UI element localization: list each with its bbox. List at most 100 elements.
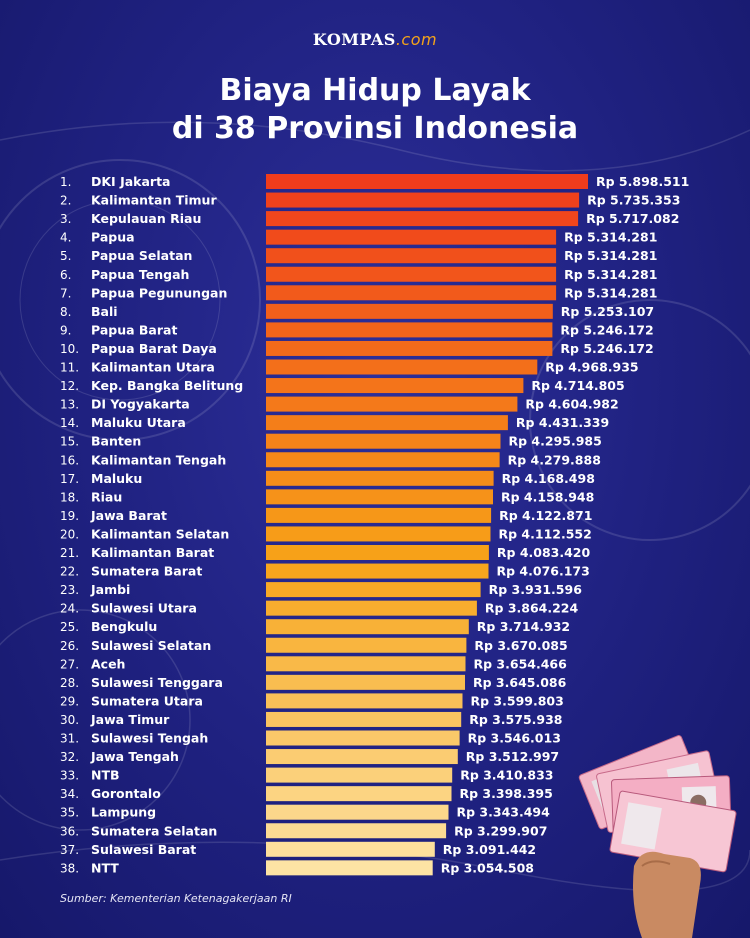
- category-label: Papua Pegunungan: [91, 285, 227, 300]
- value-label: Rp 4.083.420: [497, 545, 591, 560]
- chart-row: 26. Sulawesi Selatan Rp 3.670.085: [60, 637, 568, 653]
- chart-row: 36. Sumatera Selatan Rp 3.299.907: [60, 823, 547, 839]
- bar: [266, 303, 553, 319]
- category-label: Maluku Utara: [91, 415, 186, 430]
- rank-label: 35.: [60, 806, 79, 820]
- value-label: Rp 4.279.888: [508, 452, 601, 467]
- bar: [266, 378, 524, 394]
- chart-row: 14. Maluku Utara Rp 4.431.339: [60, 415, 609, 431]
- bar: [266, 563, 489, 579]
- bar: [266, 229, 557, 245]
- chart-row: 12. Kep. Bangka Belitung Rp 4.714.805: [60, 378, 625, 394]
- value-label: Rp 4.076.173: [497, 564, 590, 579]
- rank-label: 31.: [60, 732, 79, 746]
- bar: [266, 211, 579, 227]
- bar: [266, 823, 447, 839]
- money-hand-illustration: [578, 735, 737, 938]
- chart-row: 2. Kalimantan Timur Rp 5.735.353: [60, 192, 680, 208]
- chart-row: 21. Kalimantan Barat Rp 4.083.420: [60, 545, 591, 560]
- brand-logo: KOMPAS.com: [0, 30, 750, 49]
- chart-row: 29. Sumatera Utara Rp 3.599.803: [60, 693, 564, 709]
- bar: [266, 248, 557, 264]
- chart-row: 6. Papua Tengah Rp 5.314.281: [60, 266, 657, 282]
- rank-label: 27.: [60, 657, 79, 671]
- chart-row: 19. Jawa Barat Rp 4.122.871: [60, 507, 592, 523]
- rank-label: 15.: [60, 435, 79, 449]
- rank-label: 24.: [60, 602, 79, 616]
- value-label: Rp 3.343.494: [457, 805, 551, 820]
- rank-label: 9.: [60, 323, 71, 337]
- rank-label: 21.: [60, 546, 79, 560]
- rank-label: 4.: [60, 231, 71, 245]
- brand-name: KOMPAS: [312, 30, 396, 49]
- category-label: Jawa Timur: [90, 712, 170, 727]
- rank-label: 23.: [60, 583, 79, 597]
- value-label: Rp 3.654.466: [474, 656, 568, 671]
- value-label: Rp 3.410.833: [460, 768, 553, 783]
- chart-row: 38. NTT Rp 3.054.508: [60, 860, 534, 876]
- category-label: Kep. Bangka Belitung: [91, 378, 243, 393]
- rank-label: 34.: [60, 787, 79, 801]
- page-title: Biaya Hidup Layak di 38 Provinsi Indones…: [0, 72, 750, 148]
- title-line-1: Biaya Hidup Layak: [219, 73, 531, 108]
- value-label: Rp 5.314.281: [564, 248, 657, 263]
- bar: [266, 174, 588, 189]
- bar: [266, 749, 458, 765]
- rank-label: 26.: [60, 639, 79, 653]
- rank-label: 10.: [60, 342, 79, 356]
- bar: [266, 489, 493, 505]
- chart-row: 13. DI Yogyakarta Rp 4.604.982: [60, 396, 619, 412]
- bar: [266, 841, 435, 857]
- chart-row: 27. Aceh Rp 3.654.466: [60, 656, 568, 672]
- rank-label: 22.: [60, 565, 79, 579]
- bar: [266, 711, 462, 727]
- chart-row: 8. Bali Rp 5.253.107: [60, 303, 654, 319]
- chart-row: 20. Kalimantan Selatan Rp 4.112.552: [60, 526, 592, 542]
- bar: [266, 452, 500, 468]
- chart-row: 37. Sulawesi Barat Rp 3.091.442: [60, 841, 536, 857]
- chart-row: 10. Papua Barat Daya Rp 5.246.172: [60, 340, 654, 356]
- bar: [266, 396, 518, 412]
- value-label: Rp 3.670.085: [474, 638, 567, 653]
- rank-label: 6.: [60, 268, 71, 282]
- bar: [266, 322, 553, 338]
- category-label: Maluku: [91, 471, 142, 486]
- value-label: Rp 3.054.508: [441, 860, 534, 875]
- value-label: Rp 3.931.596: [489, 582, 583, 597]
- source-note: Sumber: Kementerian Ketenagakerjaan RI: [60, 892, 292, 905]
- chart-row: 24. Sulawesi Utara Rp 3.864.224: [60, 600, 579, 616]
- value-label: Rp 4.168.498: [502, 471, 595, 486]
- rank-label: 8.: [60, 305, 71, 319]
- rank-label: 11.: [60, 361, 79, 375]
- category-label: Banten: [91, 434, 141, 449]
- rank-label: 7.: [60, 286, 71, 300]
- chart-row: 16. Kalimantan Tengah Rp 4.279.888: [60, 452, 601, 468]
- category-label: Sulawesi Tenggara: [91, 675, 223, 690]
- category-label: DKI Jakarta: [91, 174, 170, 189]
- value-label: Rp 3.599.803: [471, 693, 564, 708]
- category-label: Sulawesi Utara: [91, 601, 197, 616]
- chart-row: 32. Jawa Tengah Rp 3.512.997: [60, 749, 559, 765]
- rank-label: 16.: [60, 453, 79, 467]
- value-label: Rp 3.714.932: [477, 619, 570, 634]
- bar: [266, 340, 553, 356]
- rank-label: 32.: [60, 750, 79, 764]
- chart-row: 4. Papua Rp 5.314.281: [60, 229, 657, 245]
- category-label: Aceh: [91, 656, 125, 671]
- category-label: Papua Barat Daya: [91, 341, 217, 356]
- chart-row: 23. Jambi Rp 3.931.596: [60, 582, 583, 598]
- bar: [266, 470, 494, 486]
- rank-label: 30.: [60, 713, 79, 727]
- value-label: Rp 4.158.948: [501, 489, 594, 504]
- bar: [266, 656, 466, 672]
- category-label: Sumatera Utara: [91, 693, 203, 708]
- category-label: Sulawesi Tengah: [91, 731, 208, 746]
- rank-label: 5.: [60, 249, 71, 263]
- value-label: Rp 4.714.805: [531, 378, 624, 393]
- category-label: Papua Selatan: [91, 248, 192, 263]
- chart-row: 18. Riau Rp 4.158.948: [60, 489, 594, 505]
- bar: [266, 637, 467, 653]
- rank-label: 36.: [60, 824, 79, 838]
- value-label: Rp 3.512.997: [466, 749, 559, 764]
- brand-suffix: .com: [395, 30, 438, 49]
